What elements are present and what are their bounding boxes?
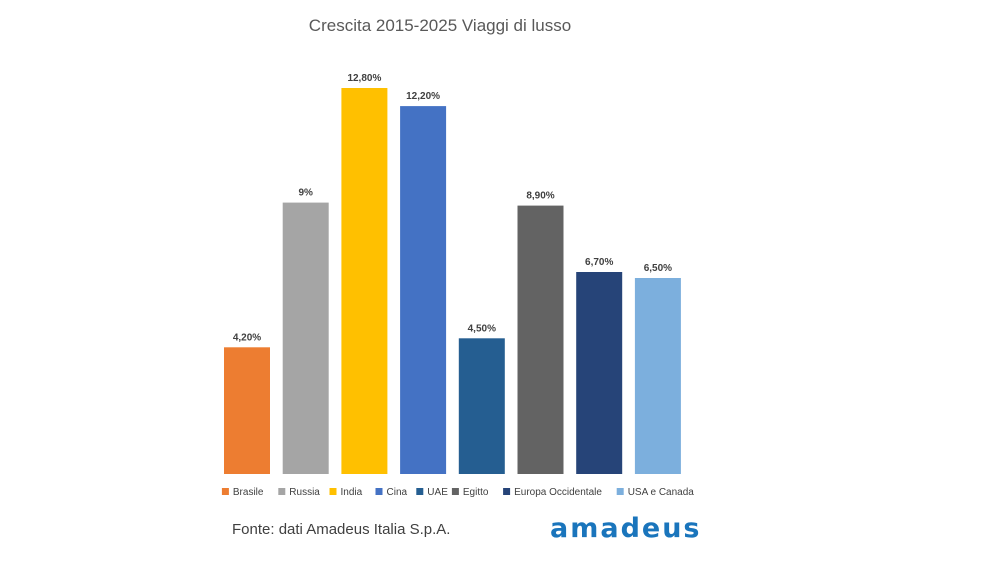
value-label: 4,50% bbox=[468, 323, 496, 334]
legend-label: USA e Canada bbox=[628, 487, 695, 498]
bar-uae bbox=[458, 338, 505, 474]
value-label: 12,20% bbox=[406, 91, 440, 102]
bars-layer bbox=[224, 88, 681, 474]
legend-swatch bbox=[416, 488, 424, 495]
legend-swatch bbox=[278, 488, 286, 495]
legend: Brasile Russia India Cina UAE Egitto Europa Oc… bbox=[221, 487, 695, 498]
legend-swatch bbox=[451, 488, 459, 495]
value-label: 4,20% bbox=[233, 332, 261, 343]
legend-label: Europa Occidentale bbox=[514, 487, 602, 498]
value-labels-layer: 4,20% 9% 12,80% 12,20% 4,50% 8,90% 6,70% 6,50% bbox=[233, 73, 672, 343]
brand-logo: amadeus bbox=[550, 513, 702, 544]
legend-swatch bbox=[616, 488, 624, 495]
legend-label: Brasile bbox=[233, 487, 264, 498]
value-label: 12,80% bbox=[347, 73, 381, 84]
source-note: Fonte: dati Amadeus Italia S.p.A. bbox=[232, 521, 451, 538]
value-label: 9% bbox=[298, 188, 313, 199]
legend-label: UAE bbox=[427, 487, 448, 498]
value-label: 6,70% bbox=[585, 257, 613, 268]
bar-egitto bbox=[517, 205, 564, 474]
bar-europa-occidentale bbox=[576, 272, 623, 474]
chart-title: Crescita 2015-2025 Viaggi di lusso bbox=[308, 16, 572, 35]
bar-usa-e-canada bbox=[634, 278, 681, 474]
value-label: 6,50% bbox=[644, 263, 672, 274]
value-label: 8,90% bbox=[526, 191, 554, 202]
bar-india bbox=[341, 88, 388, 474]
bar-russia bbox=[282, 202, 329, 474]
legend-label: Egitto bbox=[463, 487, 489, 498]
bar-cina bbox=[400, 106, 447, 474]
legend-swatch bbox=[503, 488, 511, 495]
legend-swatch bbox=[221, 488, 229, 495]
legend-swatch bbox=[329, 488, 337, 495]
legend-swatch bbox=[375, 488, 383, 495]
bar-brasile bbox=[224, 347, 270, 474]
legend-label: India bbox=[341, 487, 363, 498]
legend-label: Cina bbox=[387, 487, 408, 498]
legend-label: Russia bbox=[289, 487, 320, 498]
